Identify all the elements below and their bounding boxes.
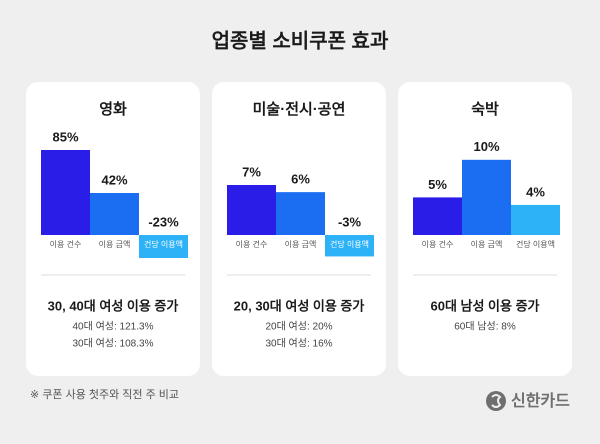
bar (413, 197, 462, 235)
bar (462, 159, 511, 235)
brand-icon (486, 391, 506, 411)
category-label: 건당 이용액 (144, 239, 183, 249)
brand-icon-mark (491, 394, 502, 408)
bar (511, 204, 560, 235)
value-label: 4% (526, 184, 545, 199)
value-label: -23% (148, 214, 179, 229)
category-label: 이용 건수 (236, 239, 268, 249)
bar (41, 150, 90, 235)
headline: 30, 40대 여성 이용 증가 (48, 298, 179, 313)
category-label: 건당 이용액 (330, 239, 369, 249)
footnote: ※ 쿠폰 사용 첫주와 직전 주 비교 (30, 388, 179, 401)
card-title: 미술·전시·공연 (253, 101, 346, 118)
bar (276, 192, 325, 235)
category-label: 이용 금액 (99, 239, 131, 249)
card: 미술·전시·공연 7% 이용 건수 6% 이용 금액 -3% 건당 이용액 20, 30대 여… (212, 82, 386, 376)
category-label: 이용 금액 (285, 239, 317, 249)
note: 20대 여성: 20% (265, 321, 332, 333)
card: 영화 85% 이용 건수 42% 이용 금액 -23% 건당 이용액 30, 40대 여성 이… (26, 82, 200, 376)
category-label: 이용 금액 (471, 239, 503, 249)
page-title: 업종별 소비쿠폰 효과 (212, 29, 389, 52)
bar (139, 235, 188, 258)
bar (325, 235, 374, 257)
bar (227, 185, 276, 235)
value-label: -3% (338, 214, 362, 229)
category-label: 건당 이용액 (516, 239, 555, 249)
headline: 60대 남성 이용 증가 (430, 298, 539, 313)
card: 숙박 5% 이용 건수 10% 이용 금액 4% 건당 이용액 60대 남성 이용 증가 60대… (398, 82, 572, 376)
card-title: 영화 (99, 100, 127, 118)
category-label: 이용 건수 (422, 239, 454, 249)
note: 30대 여성: 108.3% (73, 338, 154, 350)
value-label: 7% (242, 164, 261, 179)
value-label: 10% (473, 139, 499, 154)
value-label: 85% (52, 129, 78, 144)
note: 60대 남성: 8% (454, 321, 516, 333)
brand-name: 신한카드 (511, 391, 570, 410)
card-title: 숙박 (471, 101, 499, 118)
note: 30대 여성: 16% (265, 338, 332, 350)
headline: 20, 30대 여성 이용 증가 (234, 298, 365, 313)
value-label: 6% (291, 172, 310, 187)
brand-logo: 신한카드 (486, 391, 570, 411)
category-label: 이용 건수 (50, 239, 82, 249)
bar (90, 193, 139, 235)
value-label: 5% (428, 177, 447, 192)
value-label: 42% (101, 172, 127, 187)
note: 40대 여성: 121.3% (73, 321, 154, 333)
